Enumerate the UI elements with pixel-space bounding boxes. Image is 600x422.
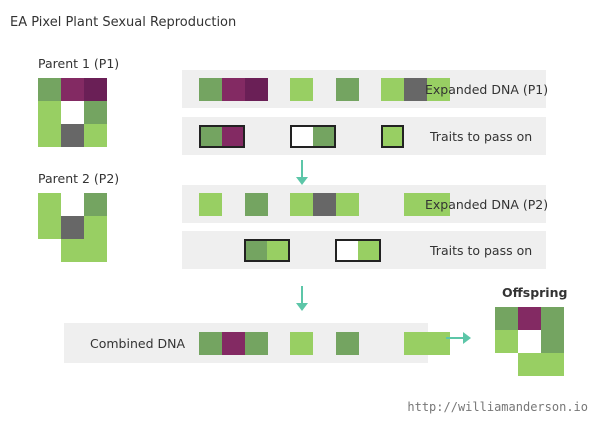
trait-cell [358,239,381,262]
dna-cell [199,78,222,101]
pixel-cell [518,307,541,330]
pixel-cell [84,101,107,124]
pixel-cell [518,330,541,353]
dna-cell [222,332,245,355]
offspring-label: Offspring [502,285,568,300]
right-arrow-icon [446,332,471,344]
trait-cell [244,239,267,262]
trait-block-outline [381,125,404,148]
pixel-cell [38,78,61,101]
parent2-label: Parent 2 (P2) [38,171,120,186]
pixel-cell [38,216,61,239]
pixel-cell [61,101,84,124]
down-arrow-icon [296,160,308,185]
dna-cell [381,78,404,101]
empty-slot [381,332,404,355]
pixel-cell [541,353,564,376]
pixel-cell [84,78,107,101]
empty-slot [381,193,404,216]
pixel-cell [38,101,61,124]
dna-cell [290,193,313,216]
dna-cell [245,193,268,216]
pixel-cell [541,307,564,330]
pixel-cell [38,239,61,262]
dna-cell [336,78,359,101]
dna-cell [336,332,359,355]
empty-slot [313,332,336,355]
dna-cell [245,78,268,101]
dna-cell [404,332,427,355]
pixel-cell [84,216,107,239]
parent2-pixel-grid [38,193,107,262]
traits-p2-strip: Traits to pass on [182,231,546,269]
dna-cell [404,78,427,101]
expanded-dna-p2-label: Expanded DNA (P2) [425,197,549,212]
trait-cell [381,125,404,148]
pixel-cell [518,353,541,376]
pixel-cell [84,239,107,262]
offspring-pixel-grid [495,307,564,376]
pixel-cell [61,216,84,239]
pixel-cell [61,193,84,216]
parent1-label: Parent 1 (P1) [38,56,120,71]
pixel-cell [61,124,84,147]
traits-p1-label: Traits to pass on [430,129,533,144]
pixel-cell [541,330,564,353]
dna-cell [245,332,268,355]
pixel-cell [61,78,84,101]
trait-cell [199,125,222,148]
dna-cell [222,78,245,101]
trait-block-outline [244,239,290,262]
trait-cell [267,239,290,262]
empty-slot [222,193,245,216]
pixel-cell [38,124,61,147]
dna-cell [290,332,313,355]
trait-cell [290,125,313,148]
pixel-cell [495,307,518,330]
dna-cell [427,78,450,101]
pixel-cell [495,353,518,376]
down-arrow-icon [296,286,308,311]
expanded-dna-p1-strip: Expanded DNA (P1) [182,70,549,108]
trait-cell [335,239,358,262]
combined-dna-label: Combined DNA [90,336,186,351]
trait-block-outline [290,125,336,148]
dna-cell [313,193,336,216]
dna-cell [199,332,222,355]
empty-slot [313,78,336,101]
dna-cell [336,193,359,216]
parent1-pixel-grid [38,78,107,147]
expanded-dna-p2-strip: Expanded DNA (P2) [182,185,549,223]
expanded-dna-p1-label: Expanded DNA (P1) [425,82,549,97]
trait-cell [313,125,336,148]
combined-dna-strip: Combined DNA [64,323,450,363]
trait-block-outline [335,239,381,262]
dna-cell [404,193,427,216]
dna-cell [427,332,450,355]
trait-cell [222,125,245,148]
diagram-title: EA Pixel Plant Sexual Reproduction [10,15,237,30]
dna-cell [290,78,313,101]
traits-p1-strip: Traits to pass on [182,117,546,155]
footer-url: http://williamanderson.io [407,400,588,414]
trait-block-outline [199,125,245,148]
dna-cell [427,193,450,216]
pixel-cell [61,239,84,262]
pixel-cell [84,193,107,216]
pixel-cell [38,193,61,216]
pixel-cell [495,330,518,353]
dna-cell [199,193,222,216]
pixel-cell [84,124,107,147]
traits-p2-label: Traits to pass on [430,243,533,258]
